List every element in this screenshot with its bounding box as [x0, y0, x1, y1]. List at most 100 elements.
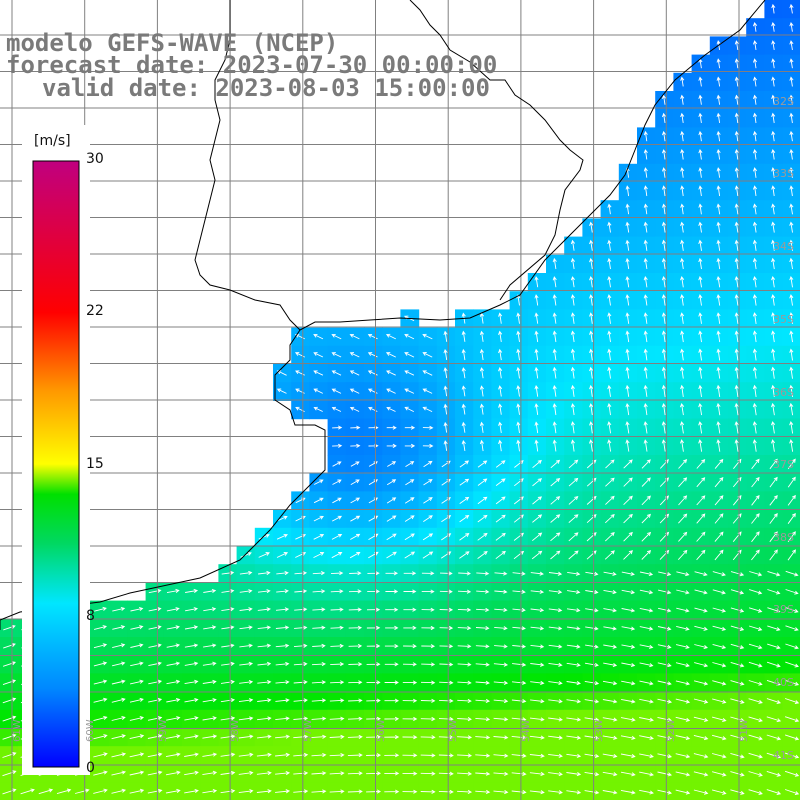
wind-arrow	[439, 698, 454, 703]
wind-arrow	[602, 753, 618, 759]
wind-arrow	[748, 680, 763, 686]
wind-arrow	[332, 497, 342, 504]
wind-arrow	[275, 643, 290, 648]
wind-arrow	[766, 679, 781, 686]
wind-arrow	[676, 589, 690, 595]
wind-arrow	[789, 112, 794, 124]
wind-arrow	[769, 494, 778, 506]
wind-arrow	[680, 130, 685, 142]
wind-arrow	[293, 716, 309, 721]
wind-arrow	[789, 257, 794, 270]
wind-arrow	[693, 680, 709, 686]
wind-arrow	[785, 679, 800, 686]
wind-arrow	[570, 330, 575, 343]
wind-arrow	[769, 531, 778, 543]
wind-arrow	[789, 58, 794, 69]
wind-arrow	[348, 625, 363, 630]
lon-label-52w: 52W	[666, 719, 677, 742]
wind-arrow	[184, 643, 199, 648]
wind-arrow	[221, 607, 235, 612]
wind-arrow	[111, 788, 127, 794]
lon-label-58w: 58W	[230, 719, 241, 742]
wind-arrow	[712, 571, 726, 577]
wind-arrow	[643, 167, 648, 178]
wind-arrow	[730, 698, 745, 704]
wind-arrow	[658, 571, 672, 577]
wind-arrow	[275, 625, 290, 630]
wind-arrow	[752, 112, 758, 124]
wind-arrow	[607, 294, 612, 306]
wind-arrow	[767, 643, 781, 650]
wind-arrow	[257, 698, 272, 703]
wind-cell	[637, 782, 656, 800]
wind-arrow	[784, 770, 800, 777]
colorbar-tick-15: 15	[86, 456, 104, 472]
wind-arrow	[166, 679, 181, 685]
wind-arrow	[475, 753, 491, 758]
wind-arrow	[789, 40, 794, 50]
wind-arrow	[256, 770, 272, 776]
wind-arrow	[567, 589, 581, 595]
wind-arrow	[439, 662, 454, 667]
wind-arrow	[607, 348, 612, 361]
wind-arrow	[313, 552, 325, 559]
wind-arrow	[404, 352, 415, 358]
wind-arrow	[331, 515, 343, 522]
wind-arrow	[421, 571, 435, 576]
wind-arrow	[716, 294, 721, 306]
wind-arrow	[657, 698, 673, 704]
wind-arrow	[621, 626, 636, 631]
wind-arrow	[239, 679, 254, 685]
wind-arrow	[661, 203, 667, 215]
wind-arrow	[184, 770, 199, 776]
wind-arrow	[2, 733, 17, 740]
wind-arrow	[657, 753, 673, 759]
wind-arrow	[203, 643, 217, 648]
wind-arrow	[698, 112, 703, 123]
wind-arrow	[516, 385, 521, 397]
wind-arrow	[789, 148, 794, 160]
wind-arrow	[184, 752, 199, 757]
wind-arrow	[734, 58, 739, 69]
lon-label-54w: 54W	[521, 719, 532, 742]
wind-arrow	[621, 571, 635, 576]
wind-arrow	[748, 752, 763, 759]
wind-arrow	[385, 352, 396, 358]
wind-arrow	[147, 734, 163, 739]
wind-arrow	[275, 607, 290, 612]
wind-arrow	[258, 552, 270, 558]
wind-arrow	[589, 312, 594, 324]
wind-arrow	[693, 716, 709, 722]
wind-arrow	[570, 276, 575, 288]
wind-arrow	[568, 495, 579, 505]
wind-arrow	[166, 625, 180, 630]
wind-arrow	[734, 239, 739, 251]
wind-arrow	[130, 679, 144, 685]
wind-arrow	[329, 698, 345, 703]
wind-arrow	[603, 571, 617, 576]
wind-arrow	[625, 294, 630, 306]
wind-arrow	[679, 439, 685, 452]
wind-arrow	[771, 185, 776, 197]
wind-arrow	[548, 717, 563, 722]
wind-arrow	[384, 735, 400, 740]
wind-arrow	[147, 716, 163, 721]
wind-arrow	[148, 606, 162, 612]
wind-arrow	[566, 681, 581, 686]
wind-arrow	[680, 167, 685, 178]
wind-arrow	[678, 495, 688, 506]
lon-label-53w: 53W	[594, 719, 605, 742]
wind-arrow	[347, 753, 363, 758]
wind-arrow	[93, 697, 108, 703]
wind-arrow	[385, 589, 399, 594]
wind-arrow	[386, 425, 397, 430]
wind-arrow	[367, 333, 378, 340]
wind-arrow	[643, 239, 648, 251]
colorbar-gradient	[32, 160, 80, 768]
wind-arrow	[589, 257, 594, 270]
wind-arrow	[293, 698, 308, 703]
wind-arrow	[585, 626, 599, 631]
wind-arrow	[787, 512, 796, 524]
wind-arrow	[329, 771, 345, 776]
